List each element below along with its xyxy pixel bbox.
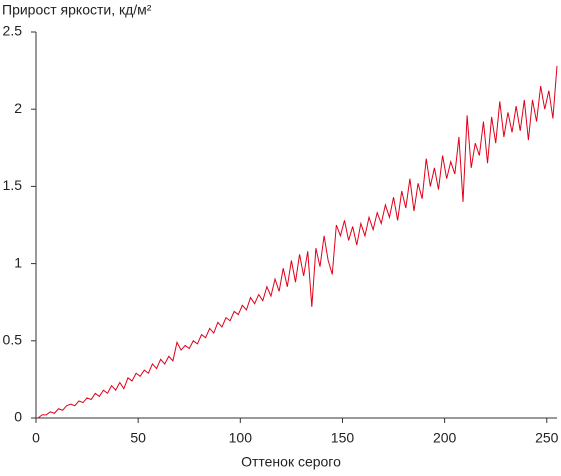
x-tick-label: 100	[229, 430, 253, 446]
x-tick-label: 0	[32, 430, 40, 446]
x-tick-label: 250	[535, 430, 559, 446]
data-line	[37, 65, 558, 419]
x-tick-label: 50	[130, 430, 146, 446]
x-axis-label: Оттенок серого	[241, 454, 341, 470]
y-tick-label: 0.5	[3, 332, 23, 348]
y-tick-label: 2.5	[3, 23, 23, 39]
x-tick-label: 200	[433, 430, 457, 446]
chart-title: Прирост яркости, кд/м²	[2, 2, 152, 18]
y-tick-label: 0	[14, 409, 22, 425]
x-tick-label: 150	[331, 430, 355, 446]
y-tick-label: 1	[14, 254, 22, 270]
y-tick-label: 2	[14, 100, 22, 116]
y-tick-label: 1.5	[3, 177, 23, 193]
